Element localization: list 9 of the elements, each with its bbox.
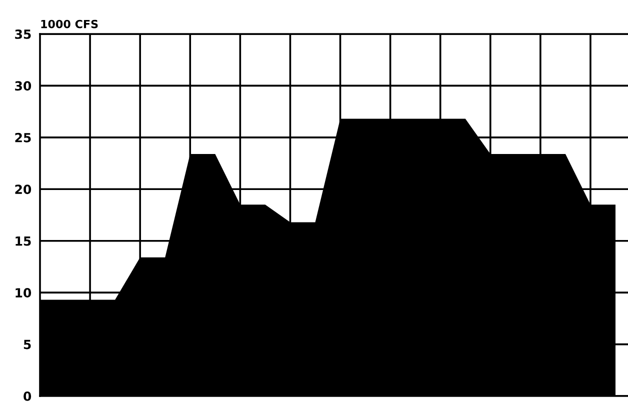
y-tick-label: 30 [15, 81, 32, 91]
y-tick-label: 35 [15, 29, 31, 39]
y-tick-label: 10 [16, 288, 32, 298]
y-tick-label: 25 [15, 132, 31, 142]
y-tick-label: 20 [15, 184, 32, 194]
y-axis-title: 1000 CFS [41, 20, 98, 28]
y-tick-label: 5 [24, 340, 31, 350]
y-tick-label: 0 [24, 391, 32, 401]
y-tick-label: 15 [16, 236, 31, 246]
